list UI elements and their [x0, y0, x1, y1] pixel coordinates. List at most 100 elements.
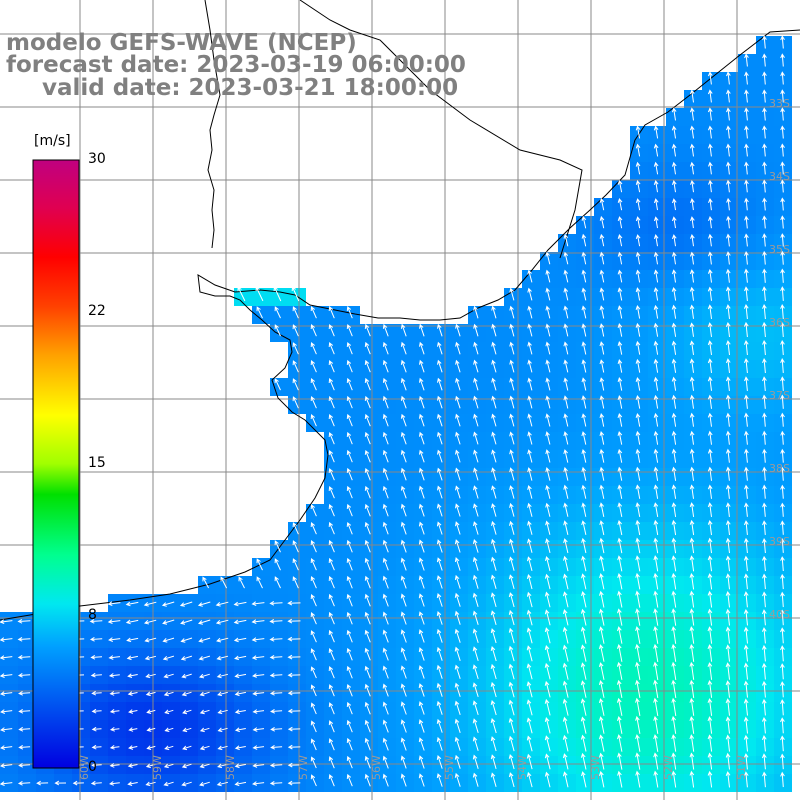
wind-arrow	[598, 626, 605, 644]
wind-arrow	[707, 679, 713, 698]
wind-arrow	[454, 736, 461, 751]
wind-arrow	[599, 215, 605, 229]
wind-arrow	[491, 323, 497, 337]
wind-arrow	[419, 395, 425, 409]
wind-arrow	[725, 752, 731, 770]
wind-arrow	[580, 644, 587, 662]
wind-arrow	[563, 449, 569, 463]
wind-arrow	[198, 655, 211, 661]
wind-arrow	[744, 286, 749, 301]
wind-arrow	[744, 394, 749, 409]
wind-arrow	[689, 697, 695, 716]
wind-arrow	[617, 734, 623, 752]
wind-arrow	[418, 683, 425, 697]
wind-arrow	[617, 179, 623, 193]
wind-arrow	[762, 394, 767, 409]
wind-arrow	[635, 734, 641, 752]
wind-arrow	[233, 601, 247, 607]
wind-arrow	[527, 413, 533, 427]
wind-arrow	[454, 700, 461, 715]
latitude-labels: 33S 34S 35S 36S 37S 38S 39S 40S	[769, 97, 790, 621]
wind-arrow	[436, 646, 443, 661]
wind-arrow	[725, 716, 731, 734]
wind-arrow	[780, 89, 785, 103]
wind-arrow	[653, 608, 659, 626]
wind-arrow	[707, 448, 713, 463]
wind-arrow	[454, 664, 461, 679]
wind-arrow	[0, 781, 13, 786]
wind-arrow	[364, 593, 371, 607]
wind-arrow	[180, 637, 193, 643]
latitude-label: 38S	[769, 462, 790, 475]
wind-arrow	[762, 321, 767, 338]
wind-arrow	[310, 594, 317, 607]
wind-arrow	[220, 576, 228, 589]
wind-arrow	[707, 770, 713, 788]
wind-arrow	[581, 590, 587, 608]
wind-arrow	[653, 412, 659, 427]
wind-arrow	[436, 718, 443, 733]
wind-arrow	[743, 537, 749, 554]
wind-arrow	[346, 503, 353, 517]
wind-arrow	[562, 771, 569, 788]
wind-arrow	[418, 467, 425, 481]
wind-arrow	[287, 636, 301, 642]
wind-arrow	[454, 574, 461, 589]
wind-arrow	[762, 502, 767, 517]
wind-arrow	[292, 396, 299, 409]
wind-arrow	[400, 539, 407, 553]
wind-arrow	[382, 665, 389, 679]
wind-arrow	[762, 303, 767, 320]
wind-arrow	[527, 341, 533, 355]
wind-arrow	[689, 661, 695, 680]
valid-date: valid date: 2023-03-21 18:00:00	[42, 75, 459, 101]
wind-arrow	[164, 727, 174, 732]
wind-arrow	[455, 485, 461, 499]
wind-arrow	[346, 593, 353, 607]
wind-arrow	[508, 556, 515, 571]
wind-arrow	[419, 323, 425, 337]
wind-arrow	[635, 304, 641, 319]
wind-arrow	[490, 772, 497, 787]
wind-arrow	[581, 448, 587, 463]
wind-arrow	[490, 610, 497, 626]
wind-arrow	[508, 699, 515, 716]
wind-arrow	[635, 234, 641, 247]
wind-arrow	[508, 735, 515, 752]
wind-arrow	[509, 467, 515, 481]
wind-arrow	[491, 431, 497, 445]
wind-arrow	[490, 628, 497, 644]
wind-arrow	[473, 485, 479, 499]
wind-arrow	[707, 412, 713, 427]
wind-arrow	[762, 179, 767, 193]
wind-arrow	[544, 698, 551, 716]
wind-arrow	[562, 698, 569, 716]
wind-arrow	[635, 322, 641, 337]
wind-arrow	[17, 618, 31, 624]
wind-arrow	[725, 448, 731, 463]
wind-arrow	[707, 466, 713, 481]
wind-arrow	[617, 412, 623, 427]
wind-arrow	[599, 395, 605, 409]
wind-arrow	[743, 734, 749, 752]
wind-arrow	[145, 763, 156, 769]
wind-arrow	[328, 486, 335, 499]
wind-arrow	[599, 770, 605, 788]
wind-arrow	[726, 143, 731, 157]
wind-arrow	[671, 608, 677, 626]
wind-arrow	[144, 637, 157, 643]
wind-arrow	[653, 466, 659, 481]
wind-arrow	[527, 359, 533, 373]
wind-arrow	[599, 323, 605, 337]
wind-arrow	[707, 502, 713, 517]
wind-arrow	[436, 755, 443, 769]
wind-arrow	[310, 666, 317, 679]
wind-arrow	[328, 432, 335, 445]
wind-arrow	[273, 286, 282, 302]
wind-arrow	[635, 198, 641, 211]
wind-arrow	[292, 306, 299, 319]
wind-arrow	[454, 646, 461, 661]
wind-arrow	[163, 781, 174, 787]
wind-arrow	[270, 726, 283, 732]
